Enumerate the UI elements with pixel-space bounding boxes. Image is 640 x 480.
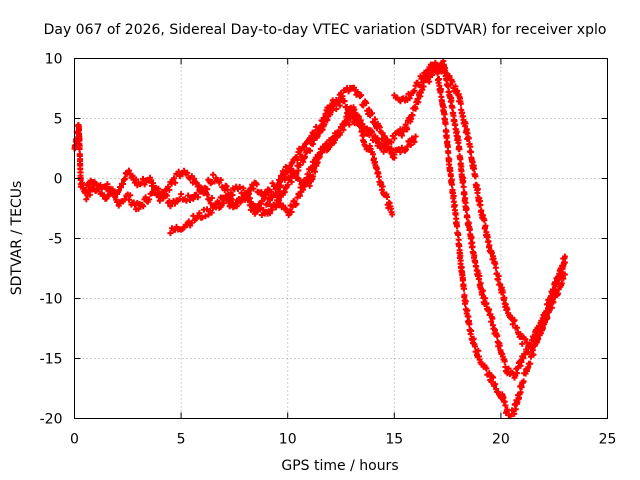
series-track-c: [167, 94, 419, 237]
marker-track: [82, 84, 398, 210]
y-tick-labels: -20 -15 -10 -5 0 5 10: [40, 52, 63, 428]
y-tick-label: 10: [45, 52, 63, 68]
y-tick-label: -10: [40, 292, 63, 308]
marker-track: [274, 61, 568, 420]
y-axis-label: SDTVAR / TECUs: [9, 181, 25, 296]
x-tick-label: 20: [492, 432, 510, 448]
series-track-b: [82, 84, 398, 210]
chart-title: Day 067 of 2026, Sidereal Day-to-day VTE…: [44, 22, 607, 38]
series-track-d: [274, 61, 568, 420]
x-tick-label: 15: [385, 432, 403, 448]
y-tick-label: -5: [49, 232, 63, 248]
x-tick-labels: 0 5 10 15 20 25: [70, 432, 616, 448]
y-tick-label: -20: [40, 412, 63, 428]
axis-ticks: [74, 58, 608, 419]
x-tick-label: 0: [70, 432, 79, 448]
gridlines: [74, 58, 608, 419]
y-tick-label: 0: [54, 172, 63, 188]
x-tick-label: 5: [177, 432, 186, 448]
y-tick-label: -15: [40, 352, 63, 368]
x-tick-label: 10: [279, 432, 297, 448]
marker-track: [167, 94, 419, 237]
data-markers: [71, 58, 568, 420]
x-tick-label: 25: [599, 432, 617, 448]
x-axis-label: GPS time / hours: [281, 458, 398, 474]
series-track-f: [423, 61, 568, 354]
marker-track: [423, 61, 568, 354]
y-tick-label: 5: [54, 112, 63, 128]
